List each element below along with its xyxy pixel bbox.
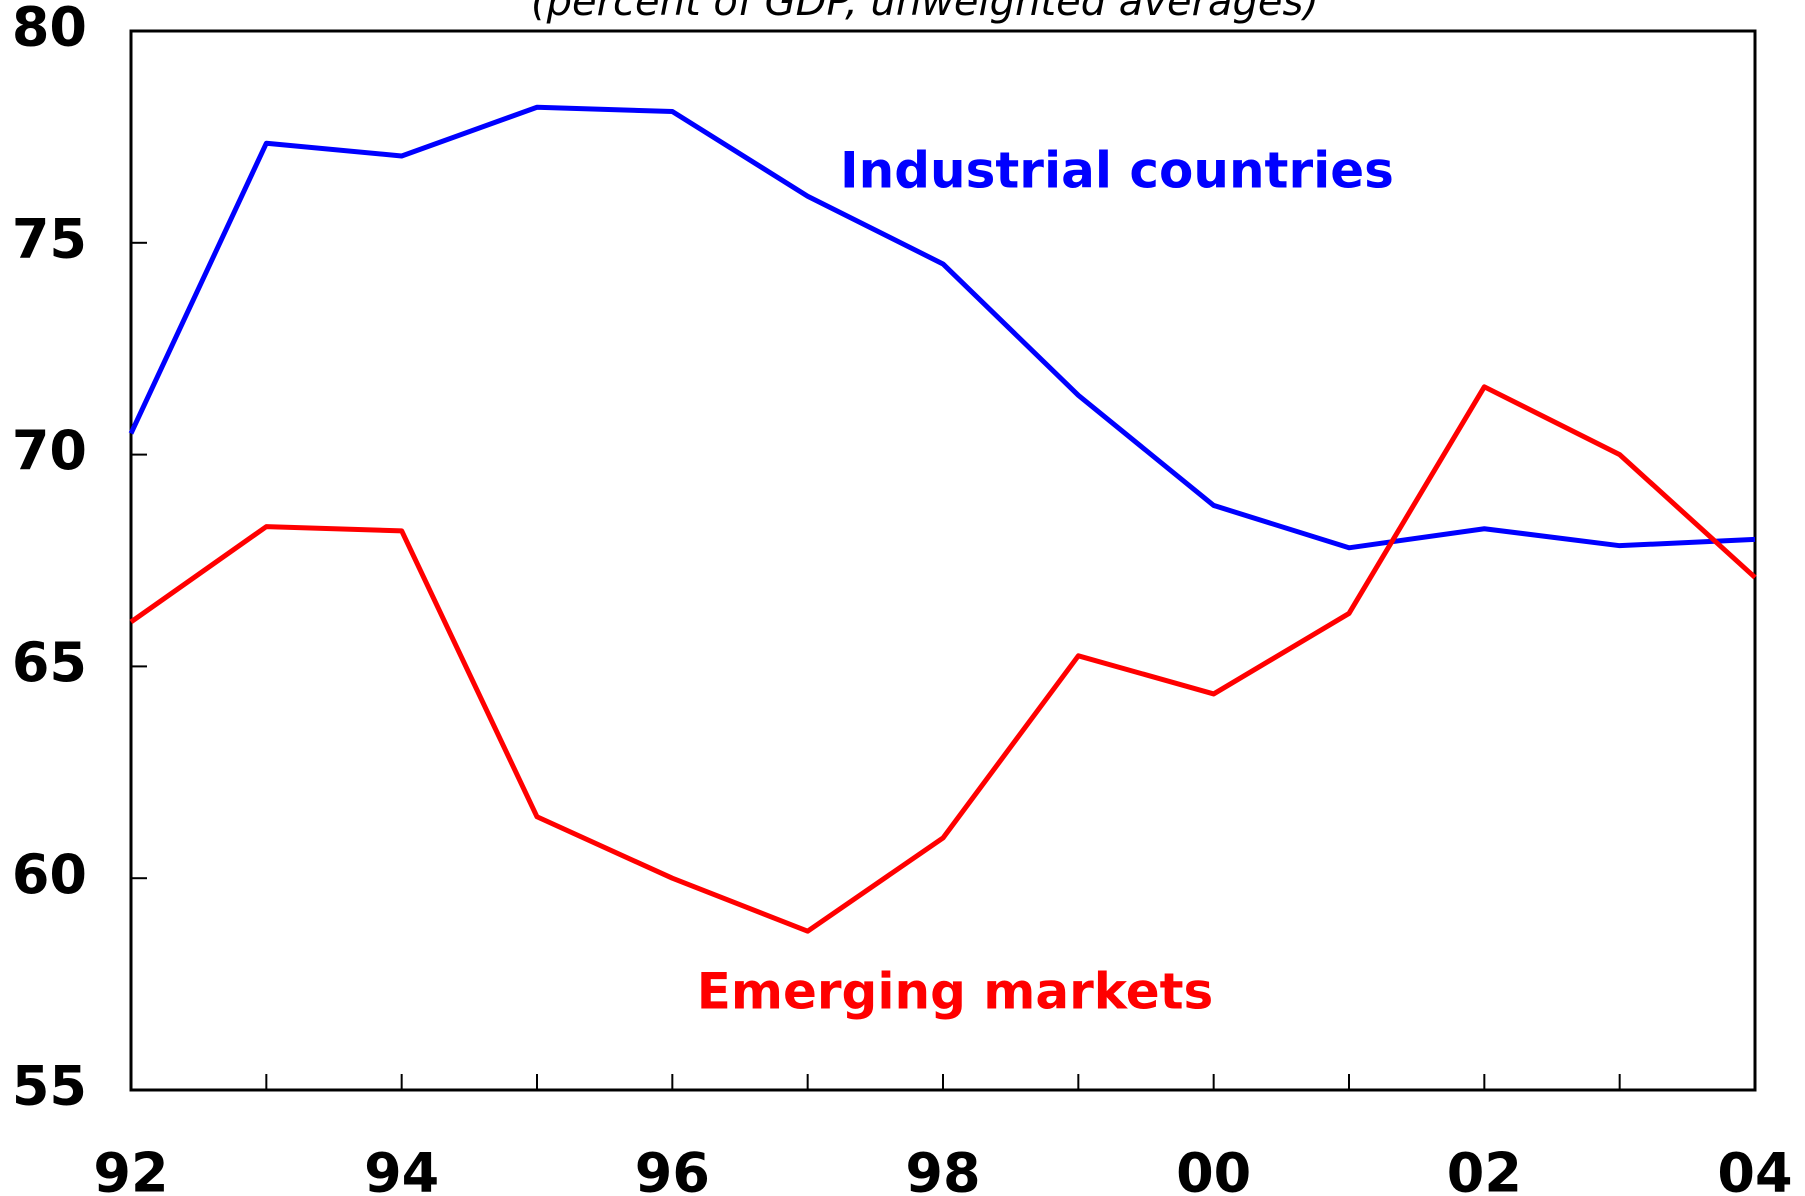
y-tick-label: 80 [12,0,87,59]
x-tick-label: 94 [364,1142,439,1196]
chart-subtitle: (percent of GDP, unweighted averages) [531,0,1319,25]
x-tick-label: 96 [635,1142,710,1196]
series-label: Emerging markets [697,963,1214,1021]
y-tick-label: 65 [12,631,87,694]
y-tick-label: 70 [12,419,87,482]
series-label: Industrial countries [840,142,1394,200]
series-line [128,104,1756,551]
x-tick-label: 02 [1447,1142,1522,1196]
y-tick-label: 55 [12,1055,87,1118]
y-tick-label: 75 [12,207,87,270]
x-tick-label: 98 [905,1142,980,1196]
x-tick-label: 04 [1717,1142,1792,1196]
x-tick-label: 92 [93,1142,168,1196]
x-tick-label: 00 [1176,1142,1251,1196]
y-tick-label: 60 [12,843,87,906]
series-line [129,384,1757,934]
